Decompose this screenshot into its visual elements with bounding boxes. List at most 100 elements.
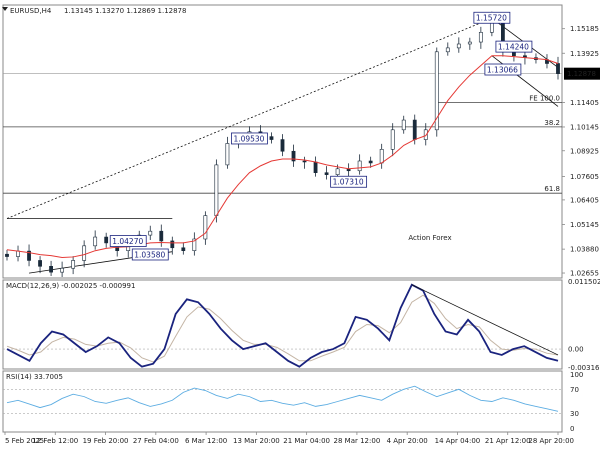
candle-body (313, 161, 318, 174)
watermark: Action Forex (408, 234, 451, 242)
x-axis-tick-label: 19 Feb 20:00 (83, 437, 129, 445)
price-annotation-label: 1.07310 (333, 178, 364, 187)
candle-body (456, 43, 461, 49)
candle-body (181, 247, 186, 251)
candle-body (412, 119, 417, 140)
price-annotation-box (484, 63, 522, 76)
current-price-badge (564, 67, 600, 80)
fib-level-label: FE 100.0 (529, 95, 560, 103)
macd-y-tick-label: 0.011502 (568, 278, 600, 286)
price-annotation-label: 1.15720 (476, 14, 507, 23)
price-y-tick-label: 1.08925 (570, 147, 599, 155)
price-pane-frame (2, 4, 563, 279)
price-y-tick-label: 1.06405 (570, 196, 599, 204)
candle-body (401, 119, 406, 131)
candle-body (379, 149, 384, 164)
price-annotation-box (109, 235, 147, 247)
price-annotation-label: 1.14240 (498, 42, 529, 51)
x-axis-tick-label: 4 Apr 20:00 (387, 437, 428, 445)
x-axis-tick-label: 12 Feb 12:00 (32, 437, 78, 445)
candle-body (203, 215, 208, 240)
x-axis-tick-label: 13 Mar 20:00 (233, 437, 280, 445)
candle-body (71, 260, 76, 269)
candle-body (335, 168, 340, 175)
price-y-tick-label: 1.11405 (570, 99, 599, 107)
x-axis-tick-label: 21 Mar 04:00 (283, 437, 330, 445)
price-y-tick-label: 1.07605 (570, 173, 599, 181)
candle-body (225, 143, 230, 166)
candle-body (148, 230, 153, 236)
candle-body (38, 260, 42, 267)
candle-body (324, 172, 329, 175)
price-annotation-box (473, 11, 511, 24)
macd-trendline (411, 284, 559, 356)
price-annotation-box (231, 132, 268, 145)
candle-body (269, 136, 274, 140)
candle-body (159, 230, 164, 242)
price-y-tick-label: 1.10145 (570, 123, 599, 131)
price-y-tick-label: 1.03880 (570, 246, 599, 254)
candle-body (390, 129, 395, 150)
candle-body (478, 31, 483, 43)
candle-body (27, 250, 31, 261)
x-axis-tick-label: 14 Apr 04:00 (435, 437, 481, 445)
candle-body (280, 139, 285, 152)
candle-body (60, 267, 65, 273)
x-axis-tick-label: 28 Apr 20:00 (528, 437, 574, 445)
candle-body (214, 164, 219, 216)
price-y-tick-label: 1.02655 (570, 270, 599, 278)
rsi-line (6, 385, 559, 412)
x-axis-tick-label: 21 Apr 12:00 (485, 437, 531, 445)
current-price-label: 1.12878 (567, 70, 596, 78)
x-axis-tick-label: 27 Feb 04:00 (133, 437, 179, 445)
price-annotation-label: 1.13066 (487, 65, 518, 74)
price-annotation-box (131, 248, 169, 261)
macd-title: MACD(12,26,9) -0.002025 -0.000991 (6, 282, 135, 290)
chart-header-title: EURUSD,H4 (10, 7, 52, 15)
x-axis-tick-label: 6 Mar 12:00 (185, 437, 227, 445)
candle-body (556, 63, 560, 74)
price-y-tick-label: 1.13925 (570, 50, 599, 58)
candle-body (445, 47, 450, 53)
x-axis-tick-label: 5 Feb 2025 (5, 437, 44, 445)
x-axis-tick-label: 28 Mar 12:00 (334, 437, 381, 445)
rsi-title: RSI(14) 33.7005 (6, 373, 63, 381)
rsi-pane-frame (2, 370, 563, 433)
rsi-y-tick-label: 70 (570, 386, 579, 394)
rsi-y-tick-label: 0 (570, 425, 574, 433)
candle-body (291, 150, 296, 162)
chart-header-ohlc: 1.13145 1.13270 1.12869 1.12878 (64, 7, 186, 15)
candle-body (16, 250, 20, 257)
price-annotation-label: 1.03580 (134, 250, 165, 259)
macd-pane-frame (2, 279, 563, 370)
candle-body (49, 265, 53, 273)
candle-body (5, 253, 9, 257)
candle-body (82, 245, 87, 261)
candle-body (170, 240, 175, 249)
candle-body (434, 51, 439, 131)
price-y-tick-label: 1.15185 (570, 25, 599, 33)
candle-body (467, 41, 472, 45)
macd-y-tick-label: -0.003163 (568, 364, 600, 372)
macd-line (6, 283, 559, 368)
price-annotation-label: 1.09530 (233, 134, 264, 143)
price-annotation-box (495, 40, 533, 53)
fib-level-label: 61.8 (544, 185, 560, 193)
candle-body (423, 129, 428, 140)
candle-body (93, 236, 98, 247)
rsi-y-tick-label: 100 (570, 371, 583, 379)
moving-average-line (6, 55, 559, 259)
price-annotation-box (330, 175, 368, 188)
candle-body (368, 160, 373, 164)
price-annotation-label: 1.04270 (112, 237, 143, 246)
candle-body (302, 160, 307, 163)
price-y-tick-label: 1.05145 (570, 221, 599, 229)
candle-body (104, 236, 109, 244)
candle-body (192, 238, 197, 251)
rsi-y-tick-label: 30 (570, 410, 579, 418)
symbol-dropdown-icon[interactable] (2, 7, 8, 11)
candle-body (357, 160, 362, 172)
macd-y-tick-label: 0.00 (568, 346, 584, 354)
